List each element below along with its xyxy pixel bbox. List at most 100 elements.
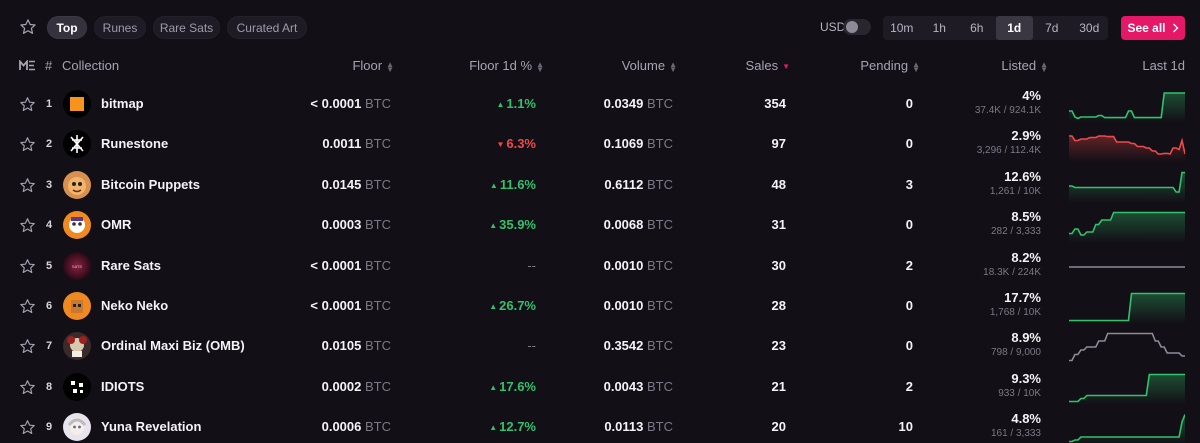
volume: 0.0010 BTC <box>604 298 673 313</box>
floor-change-value: -- <box>527 338 536 354</box>
tab-rare-sats[interactable]: Rare Sats <box>153 16 220 39</box>
sales-count: 30 <box>771 257 786 273</box>
volume: 0.6112 BTC <box>604 177 673 192</box>
tab-top[interactable]: Top <box>47 16 87 39</box>
btc-unit: BTC <box>647 96 673 111</box>
table-row[interactable]: 8 IDIOTS 0.0002 BTC ▲ 17.6% 0.0043 BTC 21 2 9.3%… <box>0 368 1200 408</box>
sales-count: 28 <box>771 298 786 313</box>
pending-count: 2 <box>905 378 913 394</box>
collection-name[interactable]: Ordinal Maxi Biz (OMB) <box>101 338 245 354</box>
col-volume[interactable]: Volume ▲ ▼ <box>622 58 677 73</box>
btc-unit: BTC <box>647 257 673 273</box>
collection-avatar <box>63 292 91 320</box>
favorite-star-icon[interactable] <box>19 338 36 355</box>
table-row[interactable]: 1 bitmap < 0.0001 BTC ▲ 1.1% 0.0349 BTC 354 0 4%… <box>0 85 1200 125</box>
listed-percent: 4% <box>1022 88 1041 103</box>
btc-unit: BTC <box>365 136 391 152</box>
pending-count: 0 <box>905 298 913 313</box>
floor-change-value: -- <box>527 257 536 273</box>
col-floor-change[interactable]: Floor 1d % ▲ ▼ <box>469 58 544 73</box>
volume: 0.0349 BTC <box>604 96 673 111</box>
collection-name[interactable]: Runestone <box>101 136 169 152</box>
usd-toggle[interactable] <box>843 19 871 35</box>
time-range-7d[interactable]: 7d <box>1045 21 1059 35</box>
table-row[interactable]: 3 Bitcoin Puppets 0.0145 BTC ▲ 11.6% 0.6112 B… <box>0 166 1200 206</box>
sparkline-line <box>1069 92 1185 120</box>
sparkline-chart <box>1069 92 1185 122</box>
pending-count: 3 <box>905 176 913 192</box>
table-row[interactable]: 5 SATS Rare Sats < 0.0001 BTC -- 0.0010 BTC 30… <box>0 247 1200 287</box>
listed-counts: 282 / 3,333 <box>990 226 1041 238</box>
collection-name[interactable]: Yuna Revelation <box>101 419 202 435</box>
favorite-star-icon[interactable] <box>19 96 36 113</box>
col-volume-label: Volume <box>621 58 666 73</box>
top-bar: Top Runes Rare Sats Curated Art USD 10m … <box>0 0 1200 56</box>
volume-value: 0.0010 <box>603 257 644 273</box>
tab-runes[interactable]: Runes <box>94 16 146 39</box>
col-listed-label: Listed <box>1001 58 1037 73</box>
volume: 0.0068 BTC <box>604 217 673 232</box>
collection-name[interactable]: Bitcoin Puppets <box>101 176 200 192</box>
row-rank: 7 <box>46 340 53 353</box>
time-range-1d[interactable]: 1d <box>995 16 1033 40</box>
collection-name[interactable]: bitmap <box>101 96 144 111</box>
listed-counts: 798 / 9,000 <box>990 347 1041 359</box>
table-row[interactable]: 6 Neko Neko < 0.0001 BTC ▲ 26.7% 0.0010 BTC 28… <box>0 287 1200 327</box>
time-range-30d[interactable]: 30d <box>1079 21 1100 35</box>
collection-name[interactable]: IDIOTS <box>101 378 145 394</box>
btc-unit: BTC <box>647 378 673 394</box>
col-sales[interactable]: Sales ▼ <box>746 58 790 73</box>
collection-name[interactable]: Neko Neko <box>101 298 169 313</box>
volume-value: 0.6112 <box>604 176 644 192</box>
btc-unit: BTC <box>365 176 391 192</box>
col-pending[interactable]: Pending ▲ ▼ <box>860 58 920 73</box>
table-header: # Collection Floor ▲ ▼ Floor 1d % ▲ ▼ Volume… <box>0 56 1200 76</box>
favorite-star-icon[interactable] <box>19 379 36 396</box>
volume: 0.0043 BTC <box>604 379 673 394</box>
table-row[interactable]: 9 Yuna Revelation 0.0006 BTC ▲ 12.7% 0.0113 B… <box>0 408 1200 443</box>
sort-icon: ▲ ▼ <box>386 59 394 74</box>
floor-price: 0.0105 BTC <box>322 338 391 353</box>
sparkline-area <box>1069 374 1185 405</box>
star-icon[interactable] <box>19 18 37 36</box>
favorite-star-icon[interactable] <box>19 136 36 153</box>
listed-counts: 3,296 / 112.4K <box>976 145 1041 157</box>
see-all-label: See all <box>1127 21 1166 35</box>
sales-count: 48 <box>771 176 786 192</box>
time-range-10m[interactable]: 10m <box>890 21 914 35</box>
sort-icon: ▲ ▼ <box>669 59 677 74</box>
favorite-star-icon[interactable] <box>19 419 36 436</box>
sparkline-chart <box>1069 211 1185 244</box>
tab-curated-art[interactable]: Curated Art <box>227 16 307 39</box>
sort-icon: ▲ ▼ <box>536 59 544 74</box>
favorite-star-icon[interactable] <box>19 258 36 275</box>
sparkline-chart <box>1069 292 1185 324</box>
table-row[interactable]: 2 Runestone 0.0011 BTC ▼ 6.3% 0.1069 BTC 97 0 2.… <box>0 125 1200 165</box>
col-floor[interactable]: Floor ▲ ▼ <box>352 58 394 73</box>
floor-value: 0.0145 <box>321 176 362 192</box>
svg-text:SATS: SATS <box>72 264 82 269</box>
favorite-star-icon[interactable] <box>19 298 36 315</box>
favorite-star-icon[interactable] <box>19 217 36 234</box>
listed-counts: 161 / 3,333 <box>990 428 1041 440</box>
listed-counts: 933 / 10K <box>998 387 1041 399</box>
sparkline-line <box>1069 171 1185 193</box>
sparkline-line <box>1069 135 1185 156</box>
collection-name[interactable]: OMR <box>101 217 132 233</box>
volume-value: 0.3542 <box>603 338 644 354</box>
col-listed[interactable]: Listed ▲ ▼ <box>1001 58 1048 73</box>
sparkline-area <box>1069 136 1185 163</box>
table-row[interactable]: 7 Ordinal Maxi Biz (OMB) 0.0105 BTC -- 0.354… <box>0 327 1200 367</box>
floor-value: 0.0006 <box>321 419 362 435</box>
see-all-button[interactable]: See all <box>1121 16 1185 40</box>
time-range-1h[interactable]: 1h <box>932 21 946 35</box>
btc-unit: BTC <box>647 176 673 192</box>
sparkline-chart <box>1069 135 1185 163</box>
collection-name[interactable]: Rare Sats <box>101 257 161 273</box>
floor-price: 0.0145 BTC <box>322 177 391 192</box>
collection-avatar <box>63 332 91 361</box>
table-row[interactable]: 4 OMR 0.0003 BTC ▲ 35.9% 0.0068 BTC 31 0 8.5% 282… <box>0 206 1200 246</box>
row-rank: 6 <box>46 300 53 312</box>
time-range-6h[interactable]: 6h <box>970 21 984 35</box>
favorite-star-icon[interactable] <box>19 177 36 194</box>
